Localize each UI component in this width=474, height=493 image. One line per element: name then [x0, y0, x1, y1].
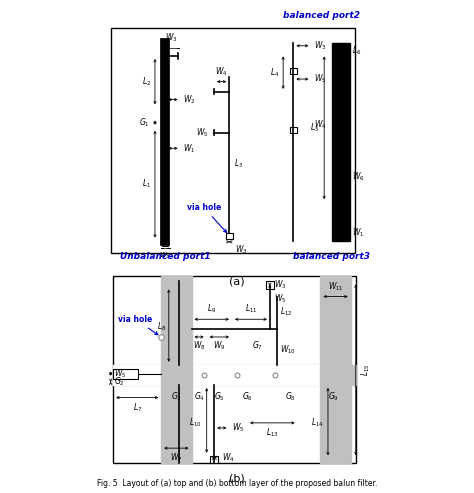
Text: $W_3$: $W_3$ [159, 251, 171, 261]
Text: $W_5$: $W_5$ [273, 293, 286, 305]
Text: $W_7$: $W_7$ [170, 452, 182, 464]
Text: $L_7$: $L_7$ [133, 401, 142, 414]
Text: $W_2$: $W_2$ [183, 93, 196, 106]
Bar [113, 369, 138, 379]
Text: $W_1$: $W_1$ [352, 227, 365, 239]
Bar [290, 127, 297, 133]
Text: $L_8$: $L_8$ [157, 320, 166, 333]
Text: $W_4$: $W_4$ [222, 452, 235, 464]
Text: $W_4$: $W_4$ [314, 119, 327, 132]
Text: $W_{10}$: $W_{10}$ [280, 343, 296, 356]
Text: $L_{14}$: $L_{14}$ [311, 417, 324, 429]
Bar [226, 233, 233, 239]
Bar [320, 365, 351, 385]
Text: $G_2$: $G_2$ [114, 376, 125, 388]
Text: via hole: via hole [187, 203, 227, 233]
Text: $L_1$: $L_1$ [142, 178, 151, 190]
Bar [111, 28, 355, 253]
Text: $G_6$: $G_6$ [242, 390, 253, 402]
Text: Fig. 5  Layout of (a) top and (b) bottom layer of the proposed balun filter.: Fig. 5 Layout of (a) top and (b) bottom … [97, 479, 377, 488]
Bar [161, 365, 191, 385]
Text: $W_5$: $W_5$ [314, 73, 326, 85]
Text: balanced port2: balanced port2 [283, 11, 360, 20]
Text: $W_3$: $W_3$ [314, 39, 327, 52]
Text: $W_5$: $W_5$ [196, 127, 209, 139]
Bar [113, 365, 356, 385]
Text: $L_6$: $L_6$ [352, 45, 362, 57]
Text: $L_4$: $L_4$ [270, 67, 279, 79]
Text: $G_9$: $G_9$ [328, 390, 338, 402]
Text: $L_{10}$: $L_{10}$ [189, 417, 201, 429]
Text: $W_1$: $W_1$ [183, 142, 196, 154]
Text: $W_3$: $W_3$ [235, 243, 247, 256]
Text: $W_5$: $W_5$ [232, 422, 245, 434]
Text: $L_{12}$: $L_{12}$ [280, 306, 292, 318]
Text: $G_8$: $G_8$ [284, 390, 295, 402]
Text: $G_3$: $G_3$ [171, 390, 182, 402]
Text: (a): (a) [229, 277, 245, 286]
Text: $G_1$: $G_1$ [139, 116, 150, 129]
Text: $W_3$: $W_3$ [273, 279, 286, 291]
Text: $L_{13}$: $L_{13}$ [266, 426, 279, 439]
Text: $W_4$: $W_4$ [215, 65, 228, 78]
Text: $G_7$: $G_7$ [252, 340, 263, 352]
Text: balanced port3: balanced port3 [293, 252, 370, 261]
Text: $W_5$: $W_5$ [114, 367, 127, 380]
Text: $L_{15}$: $L_{15}$ [360, 363, 372, 376]
Bar [113, 365, 161, 385]
Bar [210, 456, 218, 463]
Text: $W_{11}$: $W_{11}$ [328, 280, 344, 293]
Bar [332, 43, 350, 241]
Text: $L_9$: $L_9$ [207, 303, 216, 316]
Bar [191, 365, 320, 385]
Bar [161, 277, 191, 463]
Text: $G_4$: $G_4$ [193, 390, 205, 402]
Text: $L_{11}$: $L_{11}$ [245, 303, 257, 316]
Text: $W_6$: $W_6$ [352, 170, 365, 183]
Text: $W_8$: $W_8$ [193, 340, 205, 352]
Text: $W_3$: $W_3$ [165, 32, 178, 44]
Text: $L_2$: $L_2$ [142, 75, 151, 88]
Text: (b): (b) [229, 473, 245, 484]
Text: $L_5$: $L_5$ [310, 122, 319, 134]
Bar [290, 68, 297, 74]
Bar [320, 277, 351, 463]
Text: via hole: via hole [118, 315, 158, 335]
Text: $G_5$: $G_5$ [214, 390, 225, 402]
Text: $L_3$: $L_3$ [235, 157, 244, 170]
Text: Unbalanced port1: Unbalanced port1 [120, 252, 210, 261]
Bar [162, 239, 168, 246]
Bar [266, 282, 273, 289]
Text: $W_9$: $W_9$ [213, 340, 226, 352]
